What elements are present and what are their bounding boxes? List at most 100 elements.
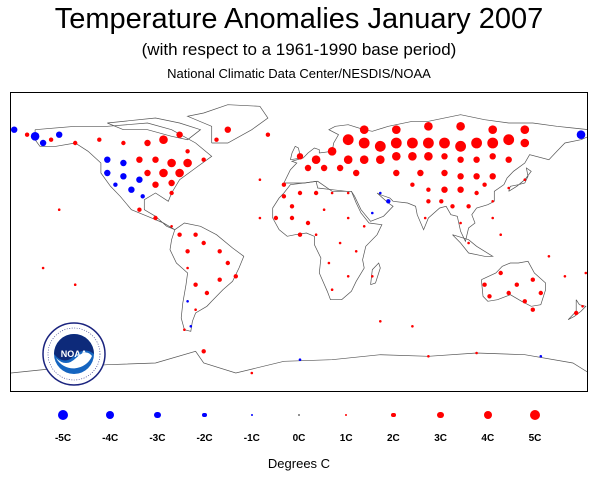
warm-anomaly-dot xyxy=(152,181,159,188)
warm-anomaly-dot xyxy=(408,152,417,161)
warm-anomaly-dot xyxy=(574,310,579,316)
legend-dot xyxy=(391,412,396,418)
warm-anomaly-dot xyxy=(487,137,499,149)
warm-anomaly-dot xyxy=(159,135,168,144)
coastline xyxy=(34,122,213,231)
warm-anomaly-dot xyxy=(473,173,480,180)
warm-anomaly-dot xyxy=(411,325,414,328)
warm-anomaly-dot xyxy=(359,125,369,134)
warm-anomaly-dot xyxy=(152,156,159,163)
warm-anomaly-dot xyxy=(289,204,295,209)
cold-anomaly-dot xyxy=(11,126,18,133)
cold-anomaly-dot xyxy=(371,211,374,215)
warm-anomaly-dot xyxy=(439,199,444,204)
coastline xyxy=(370,262,381,286)
legend-dot xyxy=(529,409,541,421)
warm-anomaly-dot xyxy=(169,190,174,196)
warm-anomaly-dot xyxy=(581,305,584,308)
warm-anomaly-dot xyxy=(498,270,503,276)
warm-anomaly-dot xyxy=(24,132,30,137)
warm-anomaly-dot xyxy=(201,349,206,354)
warm-anomaly-dot xyxy=(265,132,271,137)
warm-anomaly-dot xyxy=(538,290,543,296)
coastline xyxy=(11,350,587,374)
warm-anomaly-dot xyxy=(193,232,198,237)
legend-dot xyxy=(105,410,115,420)
warm-anomaly-dot xyxy=(330,288,334,291)
warm-anomaly-dot xyxy=(358,137,370,149)
warm-anomaly-dot xyxy=(467,241,470,245)
legend-label: 1C xyxy=(339,433,353,444)
warm-anomaly-dot xyxy=(441,186,448,193)
coastline xyxy=(567,299,587,321)
warm-anomaly-dot xyxy=(338,241,342,245)
warm-anomaly-dot xyxy=(456,122,465,131)
warm-anomaly-dot xyxy=(426,187,431,192)
warm-anomaly-dot xyxy=(482,282,487,287)
legend-dot xyxy=(202,412,207,418)
warm-anomaly-dot xyxy=(439,137,450,149)
legend-label: 3C xyxy=(434,433,447,444)
coastline xyxy=(452,234,494,257)
warm-anomaly-dot xyxy=(144,139,151,147)
cold-anomaly-dot xyxy=(56,131,63,138)
warm-anomaly-dot xyxy=(225,260,230,266)
warm-anomaly-dot xyxy=(314,233,318,236)
warm-anomaly-dot xyxy=(214,137,219,142)
warm-anomaly-dot xyxy=(250,371,254,375)
warm-anomaly-dot xyxy=(73,140,78,146)
legend-label: 0C xyxy=(292,433,306,444)
legend-dot xyxy=(154,411,161,419)
warm-anomaly-dot xyxy=(217,249,222,254)
anomaly-dots xyxy=(11,122,587,375)
warm-anomaly-dot xyxy=(353,169,360,177)
coastline xyxy=(272,180,383,301)
warm-anomaly-dot xyxy=(523,178,527,181)
warm-anomaly-dot xyxy=(159,168,168,178)
warm-anomaly-dot xyxy=(346,216,350,220)
warm-anomaly-dot xyxy=(258,216,262,220)
warm-anomaly-dot xyxy=(183,158,192,168)
warm-anomaly-dot xyxy=(482,182,487,187)
warm-anomaly-dot xyxy=(514,282,519,287)
source-credit: National Climatic Data Center/NESDIS/NOA… xyxy=(167,66,431,81)
warm-anomaly-dot xyxy=(362,225,366,228)
warm-anomaly-dot xyxy=(144,169,151,177)
noaa-logo-text: NOAA xyxy=(61,349,88,359)
cold-anomaly-dot xyxy=(298,358,302,362)
warm-anomaly-dot xyxy=(457,173,464,180)
warm-anomaly-dot xyxy=(471,137,482,149)
warm-anomaly-dot xyxy=(410,182,415,187)
cold-anomaly-dot xyxy=(140,194,145,199)
warm-anomaly-dot xyxy=(474,190,479,196)
warm-anomaly-dot xyxy=(374,140,386,152)
warm-anomaly-dot xyxy=(489,173,496,180)
warm-anomaly-dot xyxy=(175,168,184,178)
warm-anomaly-dot xyxy=(41,266,45,270)
warm-anomaly-dot xyxy=(390,137,402,149)
warm-anomaly-dot xyxy=(379,320,382,323)
warm-anomaly-dot xyxy=(297,190,303,196)
cold-anomaly-dot xyxy=(136,176,143,183)
legend-dot xyxy=(57,409,69,421)
warm-anomaly-dot xyxy=(371,275,374,278)
warm-anomaly-dot xyxy=(297,232,303,237)
warm-anomaly-dot xyxy=(168,179,175,187)
legend-label: 2C xyxy=(386,433,400,444)
cold-anomaly-dot xyxy=(186,300,189,303)
warm-anomaly-dot xyxy=(506,290,511,296)
warm-anomaly-dot xyxy=(336,164,344,172)
legend-label: -2C xyxy=(196,433,213,444)
coastline xyxy=(186,104,269,144)
warm-anomaly-dot xyxy=(505,156,512,163)
world-map-canvas xyxy=(11,104,587,375)
world-map xyxy=(10,92,588,392)
legend-units: Degrees C xyxy=(267,456,331,471)
warm-anomaly-dot xyxy=(327,147,337,156)
warm-anomaly-dot xyxy=(427,355,430,358)
warm-anomaly-dot xyxy=(530,307,535,312)
warm-anomaly-dot xyxy=(503,134,515,146)
warm-anomaly-dot xyxy=(475,351,478,355)
coastline xyxy=(481,260,546,307)
warm-anomaly-dot xyxy=(194,308,197,311)
